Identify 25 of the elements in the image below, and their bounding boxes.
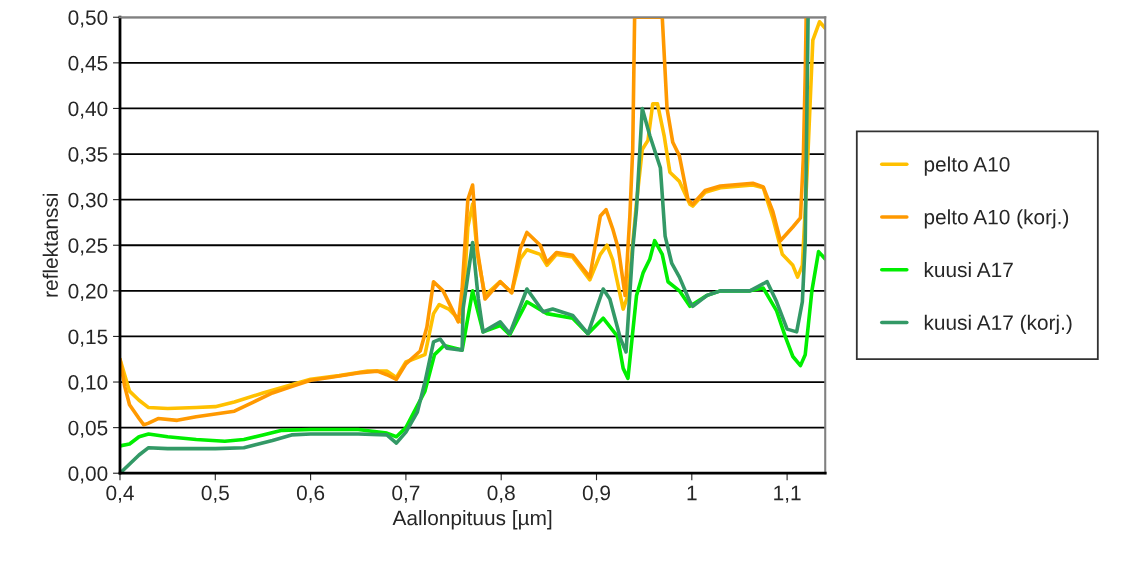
legend-label: kuusi A17 (korj.) (924, 314, 1072, 335)
x-tick-label: 0,9 (582, 485, 610, 503)
x-tick-label: 0,4 (106, 485, 134, 503)
x-tick-label: 1,1 (774, 485, 801, 503)
y-tick-label: 0,30 (68, 192, 108, 210)
legend-label: pelto A10 (korj.) (924, 209, 1069, 229)
x-tick-label: 0,6 (296, 485, 325, 503)
y-tick-label: 0,35 (68, 147, 108, 165)
y-tick-label: 0,40 (68, 101, 108, 119)
y-tick-label: 0,05 (68, 420, 108, 438)
y-tick-label: 0,15 (68, 329, 108, 347)
legend-label: kuusi A17 (924, 261, 1013, 278)
y-tick-label: 0,20 (68, 283, 108, 302)
y-tick-label: 0,25 (68, 238, 108, 256)
x-tick-label: 0,7 (392, 485, 420, 503)
x-tick-label: 0,8 (487, 485, 515, 503)
y-tick-label: 0,45 (68, 55, 108, 74)
y-tick-label: 0,00 (68, 466, 108, 484)
x-tick-label: 1 (687, 485, 697, 501)
legend-label: pelto A10 (924, 156, 1010, 176)
y-axis-title: reflektanssi (42, 193, 58, 297)
x-tick-label: 0,5 (201, 485, 229, 503)
y-tick-label: 0,10 (68, 375, 108, 393)
y-tick-label: 0,50 (68, 10, 108, 28)
x-axis-title: Aallonpituus [µm] (392, 510, 552, 530)
